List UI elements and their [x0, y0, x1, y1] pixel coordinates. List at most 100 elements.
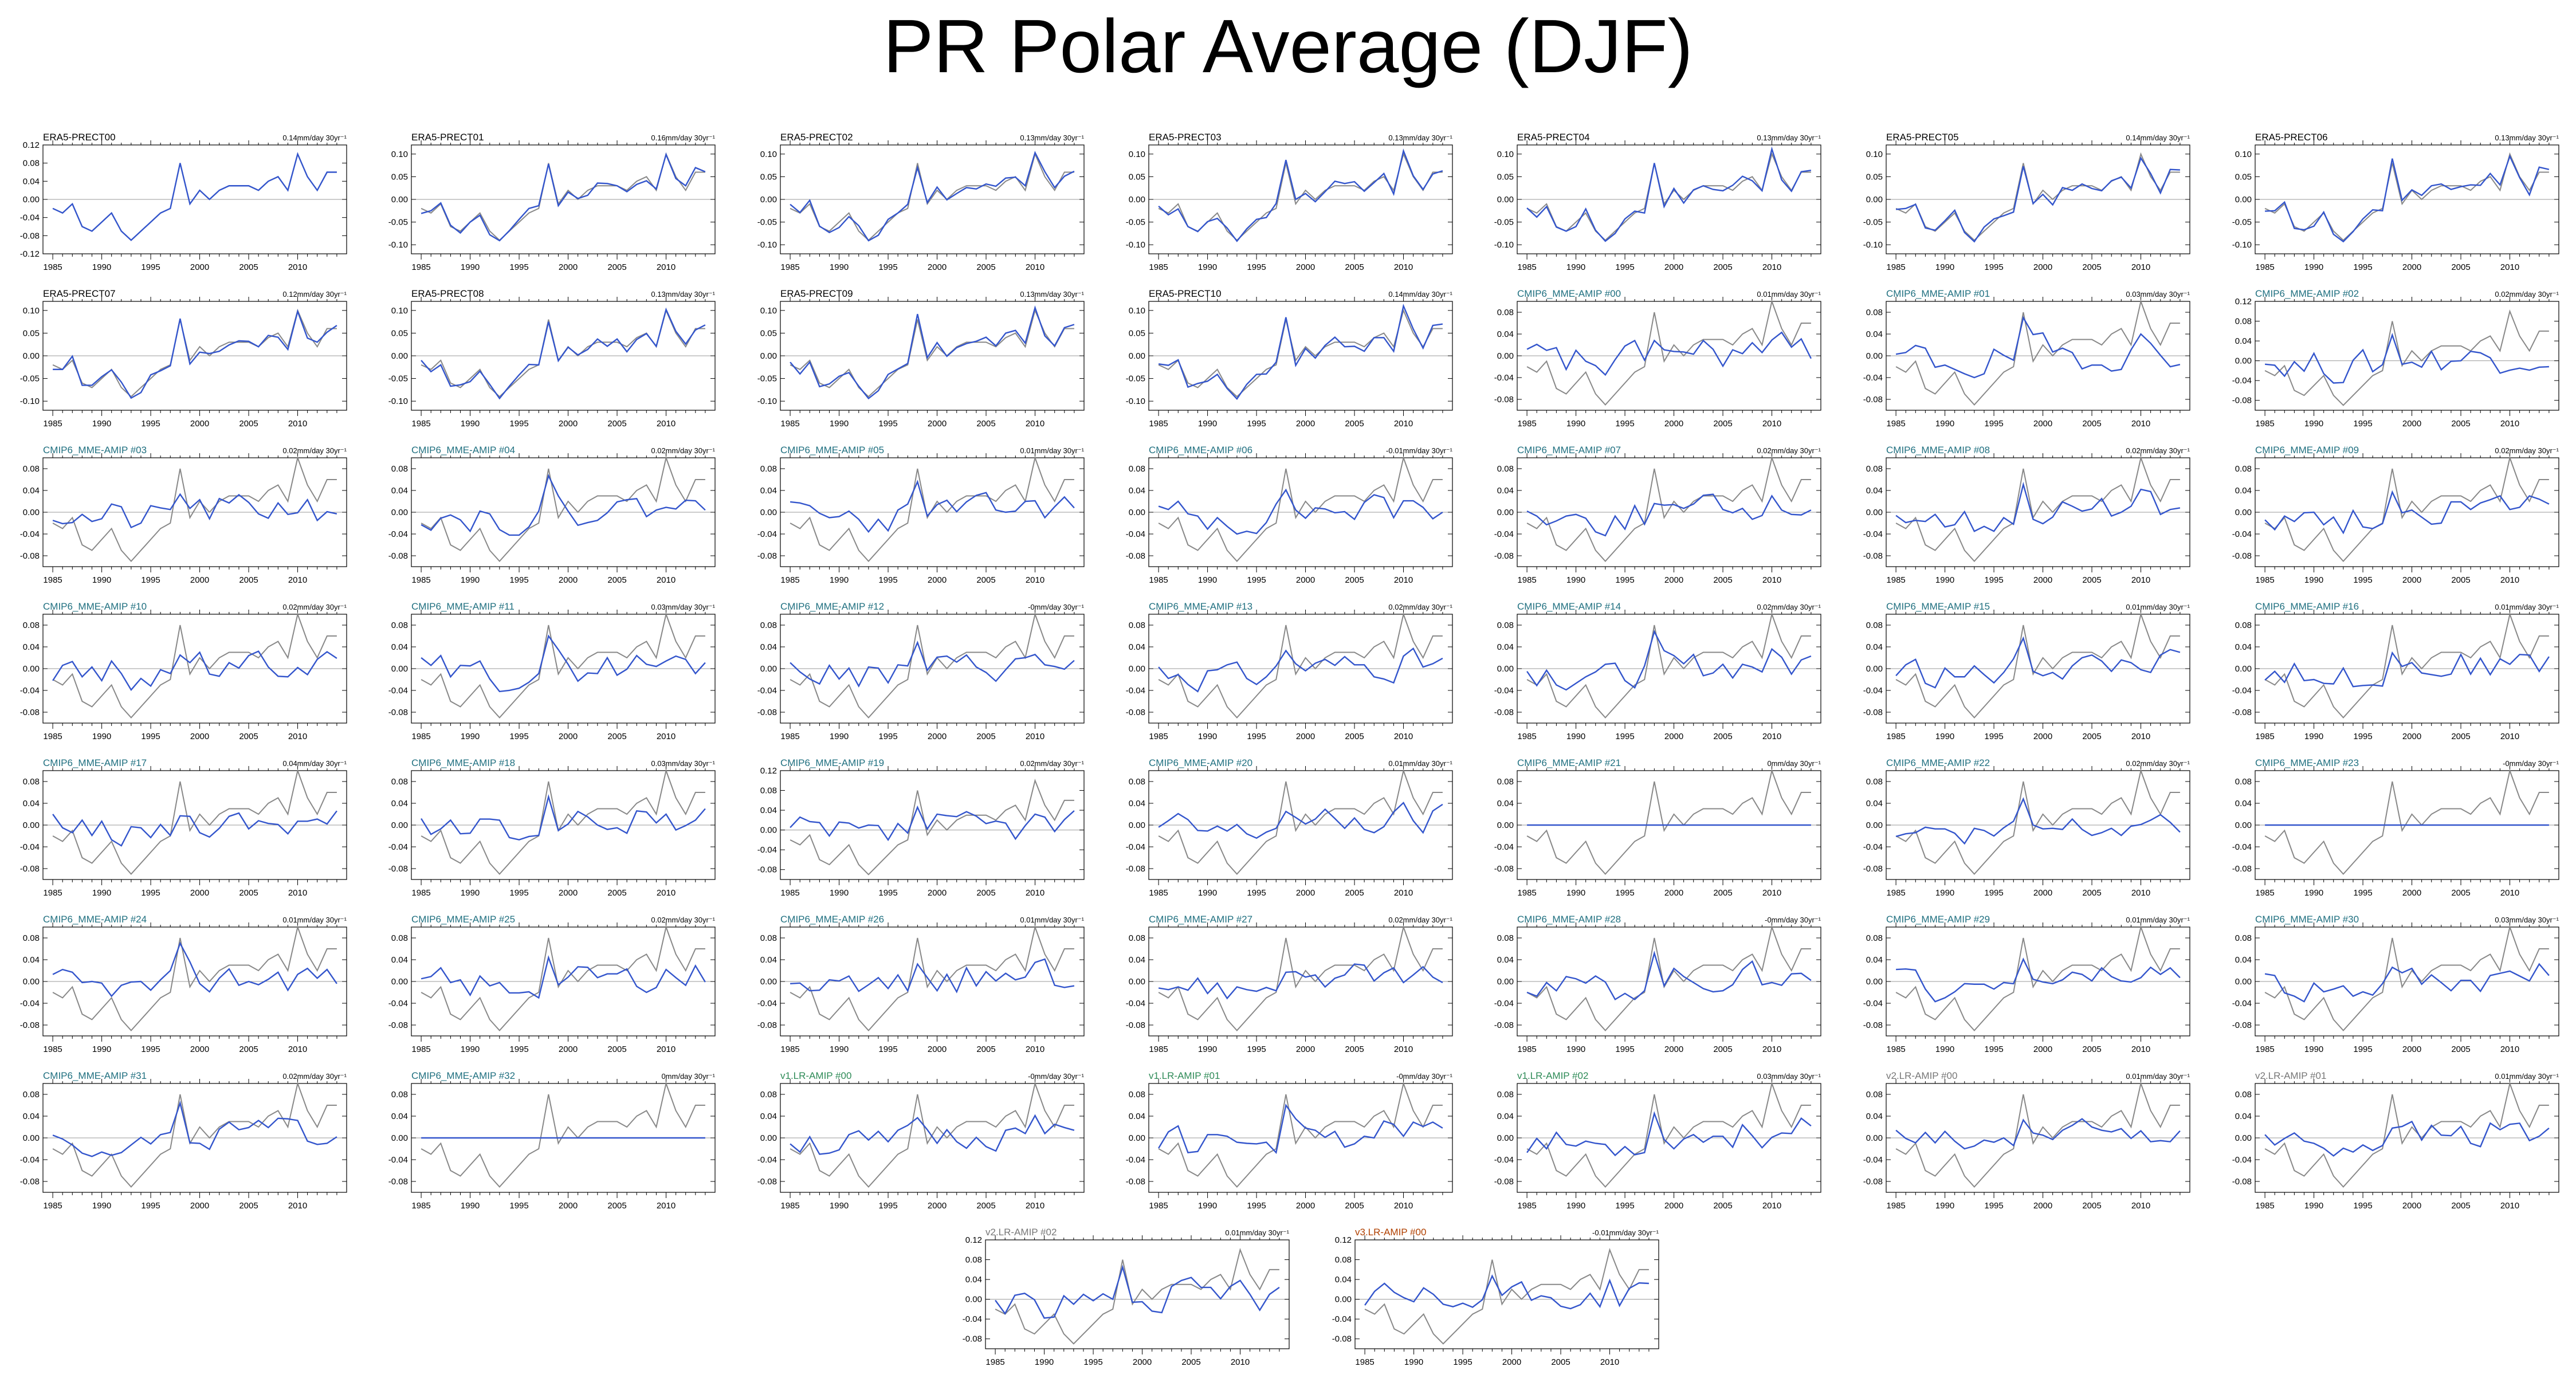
x-tick-label: 1985 — [411, 1201, 430, 1211]
panel: CMIP6_MME-AMIP #27 0.02mm/day 30yr⁻¹ 0.08 0… — [1126, 914, 1453, 1054]
reference-series-line — [421, 768, 705, 875]
y-tick-label: 0.04 — [391, 486, 408, 496]
x-tick-label: 1995 — [2353, 419, 2372, 429]
panel: CMIP6_MME-AMIP #28 -0mm/day 30yr⁻¹ 0.08 0.0… — [1494, 914, 1821, 1054]
y-tick-label: 0.08 — [1335, 1255, 1352, 1265]
panel: ERA5-PRECT03 0.13mm/day 30yr⁻¹ 0.10 0.05 0.0… — [1126, 132, 1453, 272]
panel-frame — [1354, 1239, 1659, 1349]
x-tick-label: 2010 — [2131, 1201, 2150, 1211]
x-tick-label: 1985 — [780, 419, 799, 429]
panel-series-line — [1158, 148, 1443, 242]
x-tick-label: 2000 — [2402, 1045, 2421, 1054]
y-tick-label: -0.08 — [1863, 1020, 1883, 1030]
panel-trend: 0.02mm/day 30yr⁻¹ — [651, 446, 715, 455]
x-tick-label: 2010 — [1026, 888, 1044, 898]
y-tick-label: -0.04 — [757, 845, 777, 855]
panel-trend: -0mm/day 30yr⁻¹ — [1396, 1072, 1453, 1081]
y-tick-label: 0.04 — [23, 486, 40, 496]
panel-series-line — [790, 958, 1075, 994]
y-tick-label: -0.08 — [388, 1020, 408, 1030]
x-tick-label: 1990 — [2304, 732, 2323, 741]
panel-title: CMIP6_MME-AMIP #28 — [1517, 914, 1621, 925]
panel: ERA5-PRECT09 0.13mm/day 30yr⁻¹ 0.10 0.05 0.0… — [757, 288, 1085, 429]
x-tick-label: 1990 — [461, 888, 480, 898]
x-tick-label: 1985 — [1886, 1201, 1905, 1211]
panel-title: ERA5-PRECT05 — [1886, 132, 1959, 143]
x-tick-label: 1985 — [1149, 575, 1168, 585]
x-tick-label: 2005 — [976, 575, 995, 585]
x-tick-label: 1995 — [2353, 575, 2372, 585]
y-tick-label: -0.04 — [1494, 373, 1514, 383]
x-tick-label: 1985 — [2255, 419, 2274, 429]
y-tick-label: 0.10 — [391, 306, 408, 316]
y-tick-label: 0.08 — [1866, 1090, 1883, 1100]
x-tick-label: 1985 — [411, 1045, 430, 1054]
panel-title: ERA5-PRECT03 — [1149, 132, 1222, 143]
y-tick-label: 0.05 — [2235, 172, 2252, 182]
panel-trend: 0.01mm/day 30yr⁻¹ — [1757, 290, 1821, 299]
panel: ERA5-PRECT08 0.13mm/day 30yr⁻¹ 0.10 0.05 0.0… — [388, 288, 716, 429]
y-tick-label: 0.08 — [1129, 777, 1145, 787]
y-tick-label: -0.10 — [2232, 240, 2252, 250]
x-tick-label: 2010 — [2500, 575, 2519, 585]
panel-frame — [780, 770, 1085, 880]
y-tick-label: -0.10 — [1126, 240, 1145, 250]
panel-trend: -0mm/day 30yr⁻¹ — [1028, 1072, 1085, 1081]
y-tick-label: 0.08 — [760, 933, 777, 943]
panel: CMIP6_MME-AMIP #08 0.02mm/day 30yr⁻¹ 0.08 0… — [1863, 445, 2190, 585]
y-tick-label: 0.00 — [1866, 195, 1883, 205]
y-tick-label: 0.08 — [760, 1090, 777, 1100]
x-tick-label: 2005 — [1345, 262, 1364, 272]
x-tick-label: 1995 — [141, 888, 160, 898]
panel-series-line — [1158, 1104, 1443, 1155]
x-tick-label: 1995 — [141, 262, 160, 272]
y-tick-label: 0.12 — [23, 140, 40, 150]
x-tick-label: 1995 — [141, 419, 160, 429]
y-tick-label: -0.08 — [388, 708, 408, 717]
y-tick-label: 0.00 — [2235, 977, 2252, 987]
y-tick-label: 0.04 — [760, 955, 777, 965]
y-tick-label: 0.00 — [1866, 820, 1883, 830]
panel-trend: -0mm/day 30yr⁻¹ — [1765, 916, 1821, 924]
x-tick-label: 2000 — [559, 1201, 578, 1211]
x-tick-label: 2010 — [1762, 419, 1781, 429]
panel-trend: 0.14mm/day 30yr⁻¹ — [2126, 133, 2190, 142]
panel-title: CMIP6_MME-AMIP #18 — [411, 757, 515, 768]
y-tick-label: -0.05 — [1126, 218, 1145, 227]
y-tick-label: 0.04 — [1129, 1112, 1145, 1121]
y-tick-label: 0.04 — [2235, 1112, 2252, 1121]
x-tick-label: 2000 — [1296, 732, 1315, 741]
reference-series-line — [421, 612, 705, 718]
y-tick-label: -0.05 — [1863, 218, 1883, 227]
y-tick-label: 0.08 — [2235, 777, 2252, 787]
y-tick-label: -0.10 — [20, 396, 40, 406]
x-tick-label: 1995 — [1247, 1045, 1266, 1054]
x-tick-label: 1985 — [780, 262, 799, 272]
panel-title: v3.LR-AMIP #00 — [1355, 1227, 1426, 1238]
panel: CMIP6_MME-AMIP #10 0.02mm/day 30yr⁻¹ 0.08 0… — [20, 601, 347, 741]
y-tick-label: 0.04 — [1129, 799, 1145, 808]
x-tick-label: 2000 — [2033, 575, 2052, 585]
x-tick-label: 2010 — [657, 419, 676, 429]
y-tick-label: 0.08 — [1497, 777, 1514, 787]
x-tick-label: 2000 — [190, 732, 209, 741]
x-tick-label: 2010 — [288, 732, 307, 741]
panel-series-line — [52, 493, 337, 529]
y-tick-label: -0.04 — [1863, 529, 1883, 539]
x-tick-label: 1995 — [509, 1045, 528, 1054]
y-tick-label: 0.05 — [1497, 172, 1514, 182]
x-tick-label: 1985 — [43, 575, 62, 585]
reference-series-line — [2264, 925, 2549, 1031]
y-tick-label: -0.10 — [388, 240, 408, 250]
y-tick-label: -0.04 — [1494, 1155, 1514, 1165]
y-tick-label: 0.04 — [23, 799, 40, 808]
x-tick-label: 2005 — [1345, 1045, 1364, 1054]
y-tick-label: 0.08 — [1129, 464, 1145, 474]
panel-series-line — [790, 305, 1075, 400]
x-tick-label: 1990 — [1566, 1045, 1585, 1054]
y-tick-label: 0.08 — [391, 933, 408, 943]
y-tick-label: 0.04 — [760, 486, 777, 496]
panel-trend: 0.01mm/day 30yr⁻¹ — [2495, 1072, 2559, 1081]
y-tick-label: 0.00 — [1497, 195, 1514, 205]
x-tick-label: 1995 — [1247, 1201, 1266, 1211]
